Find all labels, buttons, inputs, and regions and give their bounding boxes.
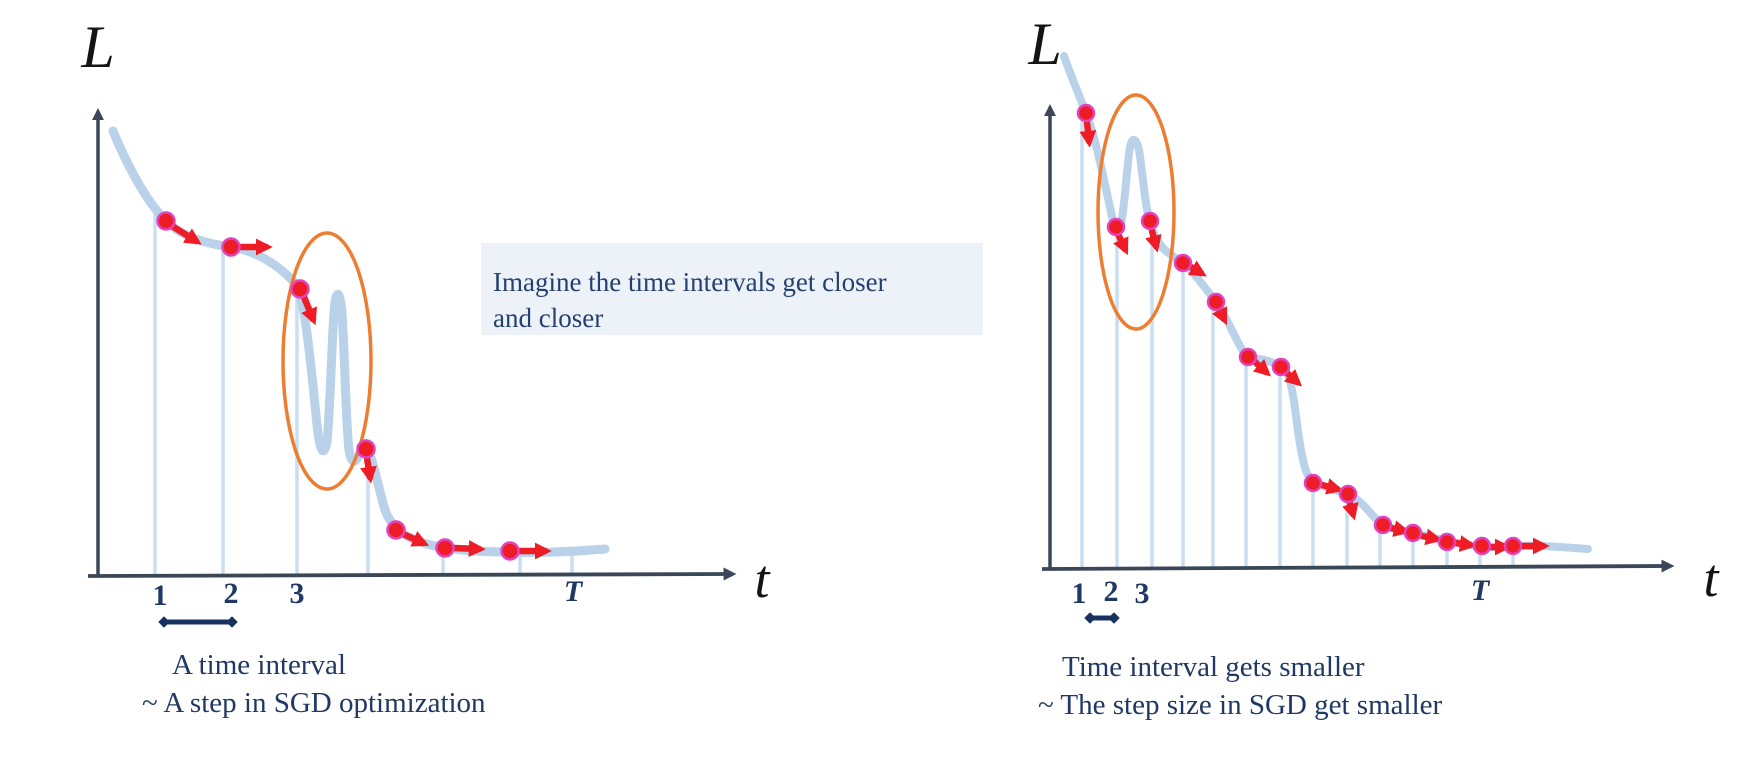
right-tick-2: 2 <box>1104 575 1119 608</box>
note-line1: Imagine the time intervals get closer <box>493 267 887 297</box>
left-caption-line2: ~ A step in SGD optimization <box>142 687 486 719</box>
right-plot: L t 1 2 3 T Time interval gets smaller ~… <box>1027 11 1720 721</box>
note-box-background <box>481 243 983 335</box>
note-box: Imagine the time intervals get closer an… <box>481 243 983 335</box>
right-step-arrows <box>1079 119 1550 556</box>
right-highlight-ellipse <box>1096 93 1176 331</box>
left-tick-T: T <box>564 575 584 608</box>
left-sample-dots <box>156 211 520 561</box>
left-loss-curve <box>108 126 610 557</box>
right-tick-1: 1 <box>1072 577 1087 610</box>
left-step-arrows <box>168 222 552 560</box>
right-loss-curve <box>1060 52 1592 553</box>
right-caption-line1: Time interval gets smaller <box>1062 651 1365 683</box>
left-caption-line1: A time interval <box>172 649 346 681</box>
right-caption-line2: ~ The step size in SGD get smaller <box>1038 689 1443 721</box>
right-x-axis-label: t <box>1703 548 1720 608</box>
left-x-axis <box>87 567 737 581</box>
right-gridlines <box>1080 112 1515 567</box>
right-tick-3: 3 <box>1135 577 1150 610</box>
left-x-axis-label: t <box>754 549 771 609</box>
left-highlight-ellipse <box>281 231 373 491</box>
left-tick-2: 2 <box>224 577 239 610</box>
left-tick-3: 3 <box>290 577 305 610</box>
right-y-axis-label: L <box>1027 11 1061 77</box>
left-tick-1: 1 <box>153 579 168 612</box>
right-x-axis <box>1041 559 1675 573</box>
right-sample-dots <box>1076 103 1523 556</box>
right-tick-T: T <box>1471 574 1491 607</box>
note-line2: and closer <box>493 303 603 333</box>
left-plot: L t 1 2 3 T A time interval ~ A step in … <box>80 14 771 719</box>
left-y-axis-label: L <box>80 14 114 80</box>
